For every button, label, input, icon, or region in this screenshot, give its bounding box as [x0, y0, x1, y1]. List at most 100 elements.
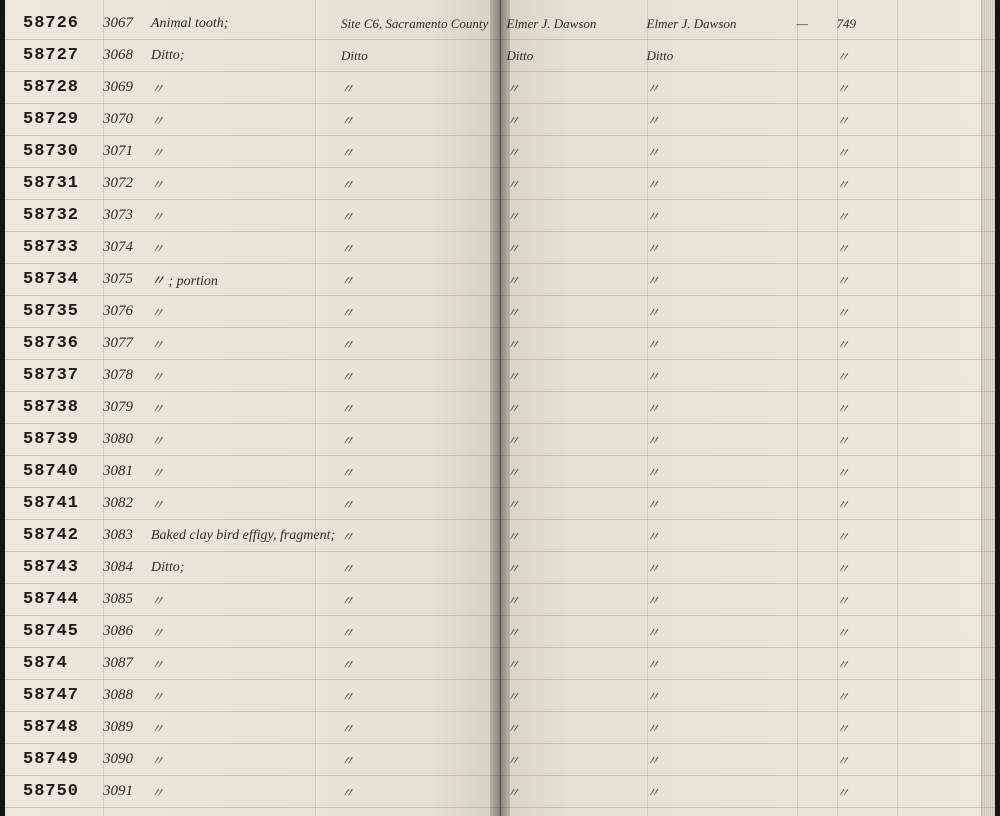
dash-col: —	[797, 16, 837, 32]
ledger-left-page: 587263067Animal tooth;Site C6, Sacrament…	[5, 0, 501, 816]
ledger-row: 〃〃〃	[501, 136, 996, 168]
site: 〃	[341, 686, 500, 705]
description: 〃	[151, 686, 341, 705]
ledger-row: Elmer J. DawsonElmer J. Dawson—749	[501, 8, 996, 40]
description: 〃	[151, 590, 341, 609]
ledger-row: 〃〃〃	[501, 616, 996, 648]
donor: Ditto	[647, 48, 797, 64]
collector: 〃	[507, 366, 647, 385]
catalog-number: 58732	[23, 206, 103, 225]
site: 〃	[341, 302, 500, 321]
accession: 〃	[837, 494, 897, 513]
sub-number: 3075	[103, 271, 151, 288]
accession: 〃	[837, 142, 897, 161]
site: 〃	[341, 558, 500, 577]
site: 〃	[341, 334, 500, 353]
donor: 〃	[647, 654, 797, 673]
accession: 〃	[837, 174, 897, 193]
description: 〃	[151, 622, 341, 641]
ledger-row: 〃〃〃	[501, 680, 996, 712]
donor: 〃	[647, 270, 797, 289]
donor: 〃	[647, 78, 797, 97]
description: 〃 ; portion	[151, 270, 341, 290]
ledger-row: 587283069〃〃	[5, 72, 500, 104]
accession: 〃	[837, 622, 897, 641]
collector: 〃	[507, 526, 647, 545]
sub-number: 3085	[103, 591, 151, 608]
ledger-row: 587403081〃〃	[5, 456, 500, 488]
ledger-row: 587423083Baked clay bird effigy, fragmen…	[5, 520, 500, 552]
site: Site C6, Sacramento County	[341, 16, 500, 32]
catalog-number: 58736	[23, 334, 103, 353]
ledger-row: 〃〃〃	[501, 744, 996, 776]
site: 〃	[341, 270, 500, 289]
accession: 〃	[837, 686, 897, 705]
sub-number: 3072	[103, 175, 151, 192]
accession: 〃	[837, 110, 897, 129]
collector: 〃	[507, 654, 647, 673]
ledger-row: 〃〃〃	[501, 584, 996, 616]
donor: 〃	[647, 686, 797, 705]
description: 〃	[151, 174, 341, 193]
collector: Ditto	[507, 48, 647, 64]
site: 〃	[341, 430, 500, 449]
accession: 〃	[837, 430, 897, 449]
catalog-number: 58731	[23, 174, 103, 193]
site: 〃	[341, 494, 500, 513]
description: Animal tooth;	[151, 16, 341, 32]
ledger-row: 〃〃〃	[501, 776, 996, 808]
site: 〃	[341, 174, 500, 193]
catalog-number: 58743	[23, 558, 103, 577]
donor: 〃	[647, 110, 797, 129]
sub-number: 3069	[103, 79, 151, 96]
ledger-row: 587333074〃〃	[5, 232, 500, 264]
catalog-number: 5874	[23, 654, 103, 673]
description: 〃	[151, 334, 341, 353]
ledger-row: 〃〃〃	[501, 360, 996, 392]
site: 〃	[341, 782, 500, 801]
sub-number: 3074	[103, 239, 151, 256]
collector: 〃	[507, 206, 647, 225]
accession: 〃	[837, 654, 897, 673]
sub-number: 3081	[103, 463, 151, 480]
catalog-number: 58733	[23, 238, 103, 257]
ledger-row: 〃〃〃	[501, 264, 996, 296]
site: 〃	[341, 110, 500, 129]
collector: 〃	[507, 430, 647, 449]
sub-number: 3067	[103, 15, 151, 32]
accession: 〃	[837, 238, 897, 257]
accession: 〃	[837, 206, 897, 225]
site: 〃	[341, 654, 500, 673]
catalog-number: 58742	[23, 526, 103, 545]
sub-number: 3087	[103, 655, 151, 672]
description: 〃	[151, 398, 341, 417]
catalog-number: 58740	[23, 462, 103, 481]
donor: 〃	[647, 142, 797, 161]
sub-number: 3084	[103, 559, 151, 576]
accession: 〃	[837, 398, 897, 417]
donor: 〃	[647, 494, 797, 513]
site: 〃	[341, 590, 500, 609]
ledger-row: 〃〃〃	[501, 104, 996, 136]
catalog-number: 58730	[23, 142, 103, 161]
accession: 〃	[837, 750, 897, 769]
catalog-number: 58738	[23, 398, 103, 417]
ledger-row: 〃〃〃	[501, 168, 996, 200]
catalog-number: 58726	[23, 14, 103, 33]
ledger-row: 〃〃〃	[501, 328, 996, 360]
ledger-row: 587473088〃〃	[5, 680, 500, 712]
ledger-row: 587443085〃〃	[5, 584, 500, 616]
catalog-number: 58747	[23, 686, 103, 705]
accession: 〃	[837, 590, 897, 609]
site: 〃	[341, 366, 500, 385]
collector: 〃	[507, 686, 647, 705]
accession: 〃	[837, 718, 897, 737]
donor: 〃	[647, 302, 797, 321]
ledger-row: 〃〃〃	[501, 296, 996, 328]
ledger-row: 587363077〃〃	[5, 328, 500, 360]
accession: 〃	[837, 46, 897, 65]
sub-number: 3089	[103, 719, 151, 736]
accession: 〃	[837, 78, 897, 97]
ledger-row: 587483089〃〃	[5, 712, 500, 744]
ledger-row: 587453086〃〃	[5, 616, 500, 648]
